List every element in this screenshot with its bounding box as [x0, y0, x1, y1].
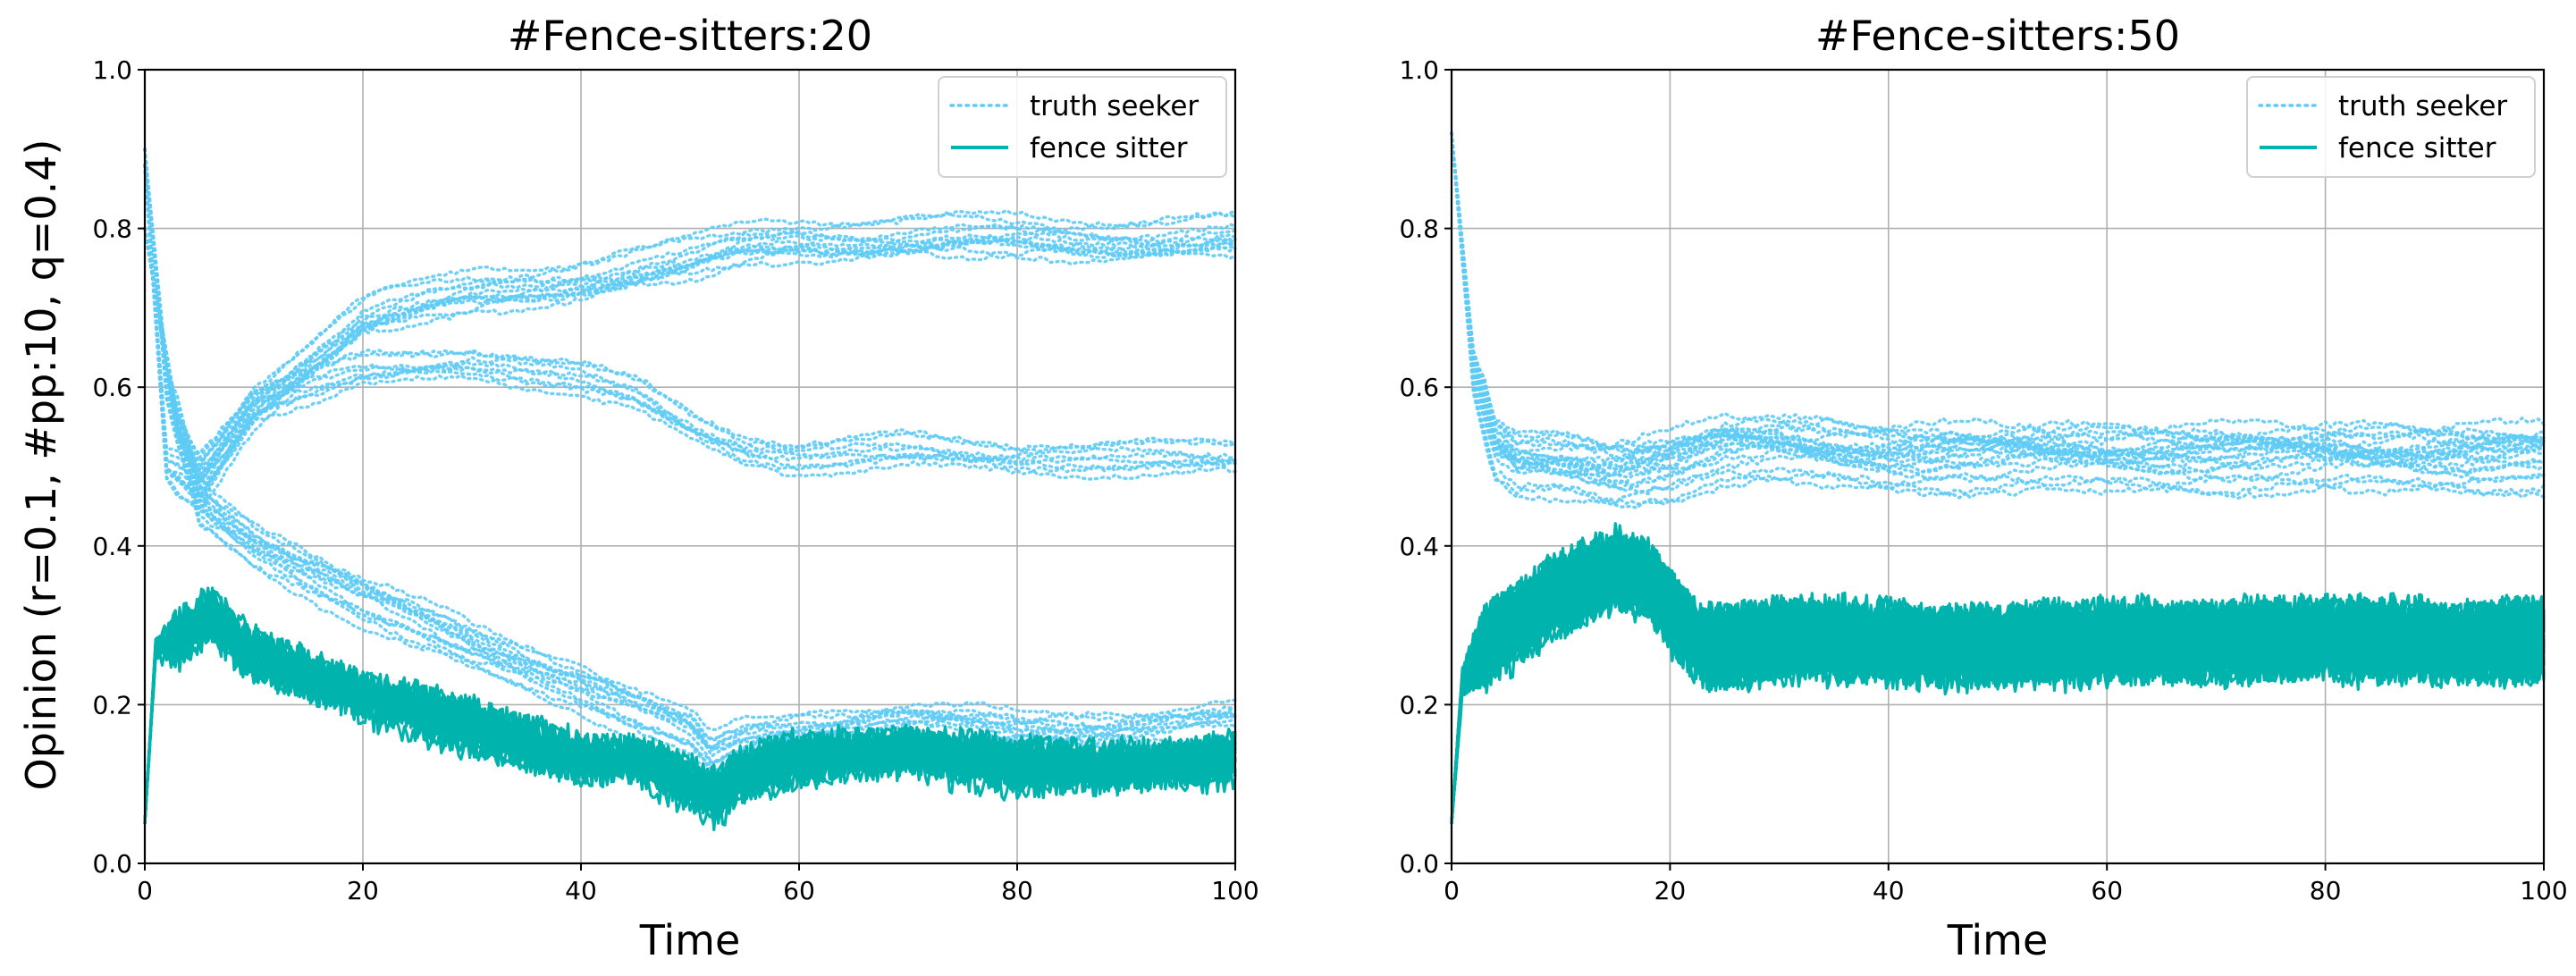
- x-tick-label-right-5: 100: [2520, 876, 2567, 905]
- truth-seeker-line-left-2-7: [143, 147, 1237, 732]
- y-tick-label-left-0: 0.0: [92, 849, 132, 879]
- y-tick-label-right-1: 0.2: [1399, 690, 1439, 719]
- legend-label-truth-seeker-left: truth seeker: [1030, 90, 1199, 122]
- legend-box-right: [2246, 76, 2536, 178]
- truth-seeker-line-left-0-8: [143, 163, 1237, 510]
- y-tick-label-right-0: 0.0: [1399, 849, 1439, 879]
- truth-seeker-line-right-0-6: [1450, 131, 2546, 506]
- chart-title-right: #Fence-sitters:50: [1815, 12, 2180, 60]
- y-tick-label-right-2: 0.4: [1399, 532, 1439, 561]
- truth-seeker-line-left-2-11: [143, 147, 1237, 749]
- truth-seeker-line-right-0-8: [1450, 131, 2546, 450]
- truth-seeker-line-left-0-4: [143, 163, 1237, 472]
- y-tick-label-left-5: 1.0: [92, 55, 132, 85]
- x-tick-label-right-1: 20: [1654, 876, 1687, 905]
- truth-seeker-line-left-2-6: [143, 147, 1237, 751]
- truth-seeker-line-right-0-1: [1450, 131, 2546, 462]
- truth-seeker-line-right-0-10: [1450, 131, 2546, 464]
- truth-seeker-line-right-0-14: [1450, 131, 2546, 468]
- legend-box-left: [938, 76, 1227, 178]
- legend-left: truth seeker fence sitter: [938, 76, 1227, 178]
- y-tick-label-right-5: 1.0: [1399, 55, 1439, 85]
- truth-seeker-line-left-1-5: [143, 226, 1237, 468]
- truth-seeker-line-right-0-9: [1450, 131, 2546, 484]
- y-tick-label-left-3: 0.6: [92, 373, 132, 402]
- y-tick-label-left-2: 0.4: [92, 532, 132, 561]
- y-axis-title-left: Opinion (r=0.1, #pp:10, q=0.4): [17, 139, 65, 791]
- truth-seeker-line-right-0-11: [1450, 131, 2546, 493]
- fence-sitter-line-right-1-48: [1450, 576, 2546, 824]
- truth-seeker-line-left-2-8: [143, 147, 1237, 742]
- truth-seeker-line-right-0-4: [1450, 131, 2546, 474]
- truth-seeker-line-right-0-5: [1450, 131, 2546, 472]
- x-tick-label-right-4: 80: [2310, 876, 2342, 905]
- fence-sitter-line-left-3-19: [143, 622, 1237, 824]
- truth-seeker-line-left-2-4: [143, 147, 1237, 741]
- truth-seeker-line-left-1-6: [143, 226, 1237, 456]
- x-tick-label-left-1: 20: [347, 876, 379, 905]
- truth-seeker-line-right-0-2: [1450, 131, 2546, 455]
- truth-seeker-line-left-2-13: [143, 147, 1237, 752]
- x-tick-label-left-3: 60: [783, 876, 815, 905]
- chart-panel-right: #Fence-sitters:50 Time 0 20 40 60 80 100 0.0 0.…: [1399, 12, 2567, 964]
- truth-seeker-line-left-0-10: [143, 163, 1237, 484]
- y-tick-label-right-3: 0.6: [1399, 373, 1439, 402]
- truth-seeker-line-left-0-9: [143, 163, 1237, 484]
- legend-label-fence-sitter-right: fence sitter: [2338, 132, 2496, 164]
- truth-seeker-line-right-0-12: [1450, 131, 2546, 510]
- lines-left: [143, 147, 1237, 832]
- x-tick-label-left-4: 80: [1001, 876, 1033, 905]
- x-tick-label-right-0: 0: [1444, 876, 1460, 905]
- truth-seeker-line-left-1-7: [143, 226, 1237, 464]
- truth-seeker-line-left-1-3: [143, 226, 1237, 482]
- truth-seeker-line-right-0-16: [1450, 131, 2546, 454]
- truth-seeker-line-left-0-0: [143, 163, 1237, 510]
- chart-panel-left: #Fence-sitters:20 Opinion (r=0.1, #pp:10…: [17, 12, 1259, 964]
- truth-seeker-line-right-0-13: [1450, 131, 2546, 459]
- truth-seeker-line-left-0-6: [143, 163, 1237, 503]
- truth-seeker-line-left-1-0: [143, 226, 1237, 480]
- plot-frame-left: [143, 68, 1237, 865]
- ticks-left: 0 20 40 60 80 100 0.0 0.2 0.4 0.6 0.8 1.0: [92, 55, 1259, 905]
- y-tick-label-right-4: 0.8: [1399, 215, 1439, 244]
- legend-right: truth seeker fence sitter: [2246, 76, 2536, 178]
- y-tick-label-left-4: 0.8: [92, 215, 132, 244]
- y-tick-label-left-1: 0.2: [92, 690, 132, 719]
- truth-seeker-line-left-2-12: [143, 147, 1237, 758]
- truth-seeker-line-right-0-18: [1450, 131, 2546, 505]
- x-axis-title-right: Time: [1947, 916, 2049, 964]
- truth-seeker-line-right-0-7: [1450, 131, 2546, 478]
- x-tick-label-right-3: 60: [2091, 876, 2123, 905]
- truth-seeker-line-left-1-2: [143, 226, 1237, 459]
- ticks-right: 0 20 40 60 80 100 0.0 0.2 0.4 0.6 0.8 1.0: [1399, 55, 2567, 905]
- x-tick-label-left-2: 40: [565, 876, 597, 905]
- plot-frame-right: [1450, 68, 2546, 865]
- chart-title-left: #Fence-sitters:20: [508, 12, 872, 60]
- fence-sitter-line-right-1-49: [1450, 537, 2546, 824]
- x-tick-label-left-5: 100: [1211, 876, 1259, 905]
- x-tick-label-right-2: 40: [1873, 876, 1905, 905]
- truth-seeker-line-right-0-17: [1450, 131, 2546, 471]
- truth-seeker-line-left-0-11: [143, 163, 1237, 500]
- x-tick-label-left-0: 0: [137, 876, 153, 905]
- truth-seeker-line-right-0-3: [1450, 131, 2546, 487]
- truth-seeker-line-left-0-5: [143, 163, 1237, 490]
- lines-right: [1450, 131, 2546, 824]
- truth-seeker-line-right-0-19: [1450, 131, 2546, 479]
- legend-label-truth-seeker-right: truth seeker: [2338, 90, 2507, 122]
- truth-seeker-line-left-0-7: [143, 163, 1237, 498]
- truth-seeker-line-left-1-4: [143, 226, 1237, 474]
- x-axis-title-left: Time: [639, 916, 741, 964]
- truth-seeker-line-right-0-15: [1450, 131, 2546, 491]
- legend-label-fence-sitter-left: fence sitter: [1030, 132, 1188, 164]
